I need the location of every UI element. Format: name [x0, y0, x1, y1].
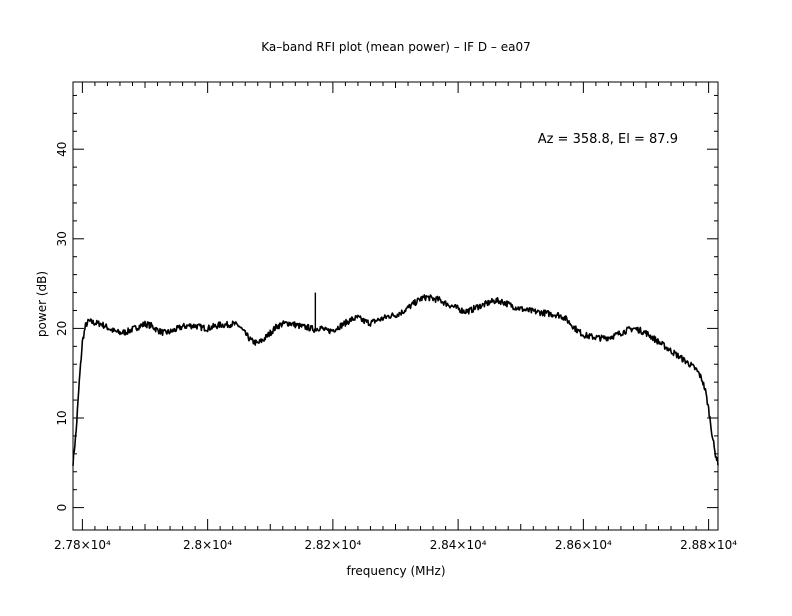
x-tick-label: 2.86×10⁴: [555, 538, 612, 552]
az-el-annotation: Az = 358.8, El = 87.9: [538, 132, 678, 147]
y-axis-label: power (dB): [35, 271, 49, 337]
x-axis-label: frequency (MHz): [346, 564, 445, 578]
axis-ticks: [73, 82, 718, 530]
x-tick-label: 2.8×10⁴: [183, 538, 232, 552]
x-tick-label: 2.78×10⁴: [54, 538, 111, 552]
series-line-power: [72, 294, 719, 466]
y-tick-label: 30: [55, 231, 69, 246]
y-tick-label: 40: [55, 142, 69, 157]
x-tick-label: 2.84×10⁴: [430, 538, 487, 552]
y-tick-labels: 0 10 20 30 40: [55, 142, 69, 512]
x-tick-label: 2.88×10⁴: [680, 538, 737, 552]
y-tick-label: 20: [55, 321, 69, 336]
x-tick-labels: 2.78×10⁴ 2.8×10⁴ 2.82×10⁴ 2.84×10⁴ 2.86×10⁴ 2…: [54, 538, 737, 552]
chart-title: Ka–band RFI plot (mean power) – IF D – e…: [261, 40, 530, 54]
y-tick-label: 10: [55, 410, 69, 425]
y-tick-label: 0: [55, 504, 69, 512]
x-tick-label: 2.82×10⁴: [304, 538, 361, 552]
plot-frame: [72, 81, 719, 531]
